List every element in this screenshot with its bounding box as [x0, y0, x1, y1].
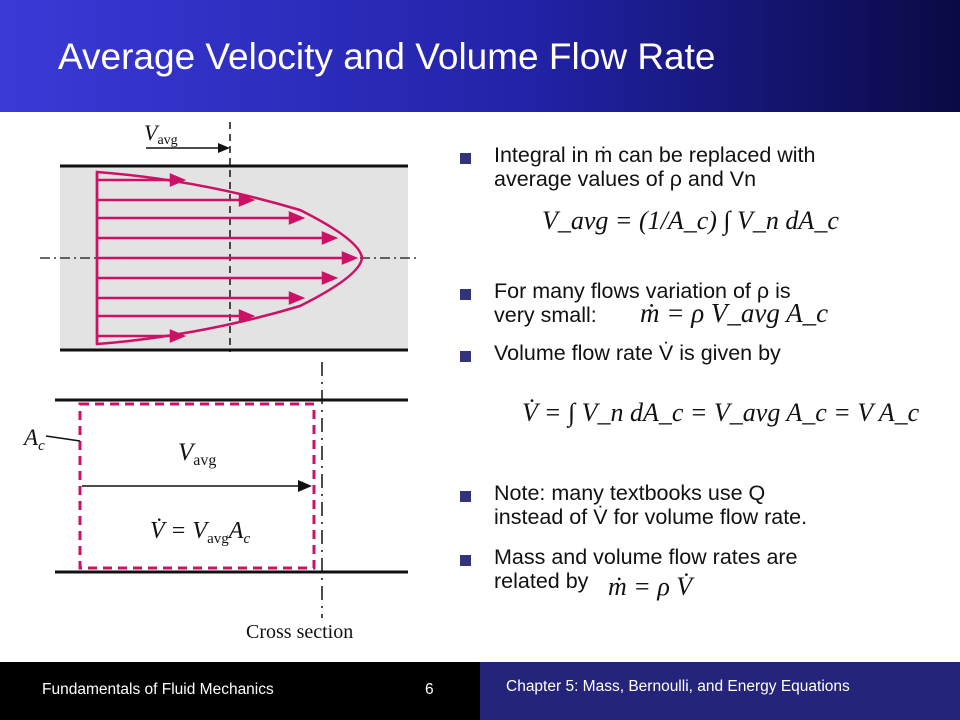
equation-2: ṁ = ρ V_avg A_c: [640, 298, 829, 328]
title-bar: [0, 0, 960, 112]
figure-equation: V̇ = VavgAc: [150, 518, 250, 547]
slide-title: Average Velocity and Volume Flow Rate: [58, 36, 716, 77]
bullet-4-text: Note: many textbooks use Q: [494, 481, 766, 505]
equation-4: ṁ = ρ V̇: [608, 572, 693, 601]
footer-chapter-title: Chapter 5: Mass, Bernoulli, and Energy E…: [506, 678, 850, 695]
cross-section-box: [78, 402, 316, 570]
bullet-4-line2: instead of V̇ for volume flow rate.: [494, 505, 808, 529]
footer-chapter-panel: Chapter 5: Mass, Bernoulli, and Energy E…: [480, 662, 960, 720]
bullet-3-text: Volume flow rate V̇ is given by: [494, 341, 781, 365]
bullet-2-line2: very small:: [494, 303, 597, 327]
ac-leader: [45, 435, 81, 442]
cross-section-label: Cross section: [246, 621, 353, 643]
bullet-marker: [460, 555, 471, 566]
bullet-5-line2: related by: [494, 569, 589, 593]
profile-arrows: [95, 172, 359, 344]
footer-page-number: 6: [425, 681, 434, 698]
bullet-marker: [460, 351, 471, 362]
top-vavg-label: Vavg: [144, 120, 178, 148]
bullet-2-text: For many flows variation of ρ is: [494, 279, 791, 303]
bullet-marker: [460, 153, 471, 164]
bullet-1-text: Integral in ṁ can be replaced with: [494, 143, 816, 167]
equation-1: V_avg = (1/A_c) ∫ V_n dA_c: [542, 206, 839, 235]
flow-figure: Vavg Ac Vavg V̇ = VavgAc Cross section: [22, 120, 420, 643]
bullet-marker: [460, 491, 471, 502]
footer-course-title: Fundamentals of Fluid Mechanics: [42, 681, 274, 698]
ac-label: Ac: [22, 425, 45, 454]
mid-vavg-label: Vavg: [178, 439, 216, 469]
bullet-1-line2: average values of ρ and Vn: [494, 167, 757, 191]
bullet-marker: [460, 289, 471, 300]
velocity-profile: [95, 170, 364, 346]
bullet-5-text: Mass and volume flow rates are: [494, 545, 798, 569]
equation-3: V̇ = ∫ V_n dA_c = V_avg A_c = V A_c: [522, 398, 920, 427]
